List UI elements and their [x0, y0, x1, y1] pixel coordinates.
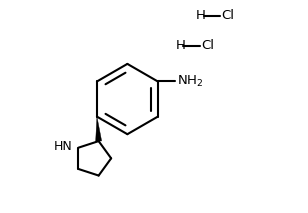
Text: H: H — [196, 9, 205, 23]
Text: HN: HN — [53, 140, 72, 153]
Text: Cl: Cl — [201, 39, 214, 52]
Text: NH$_2$: NH$_2$ — [176, 74, 203, 89]
Polygon shape — [96, 117, 102, 141]
Text: Cl: Cl — [221, 9, 234, 23]
Text: H: H — [175, 39, 185, 52]
